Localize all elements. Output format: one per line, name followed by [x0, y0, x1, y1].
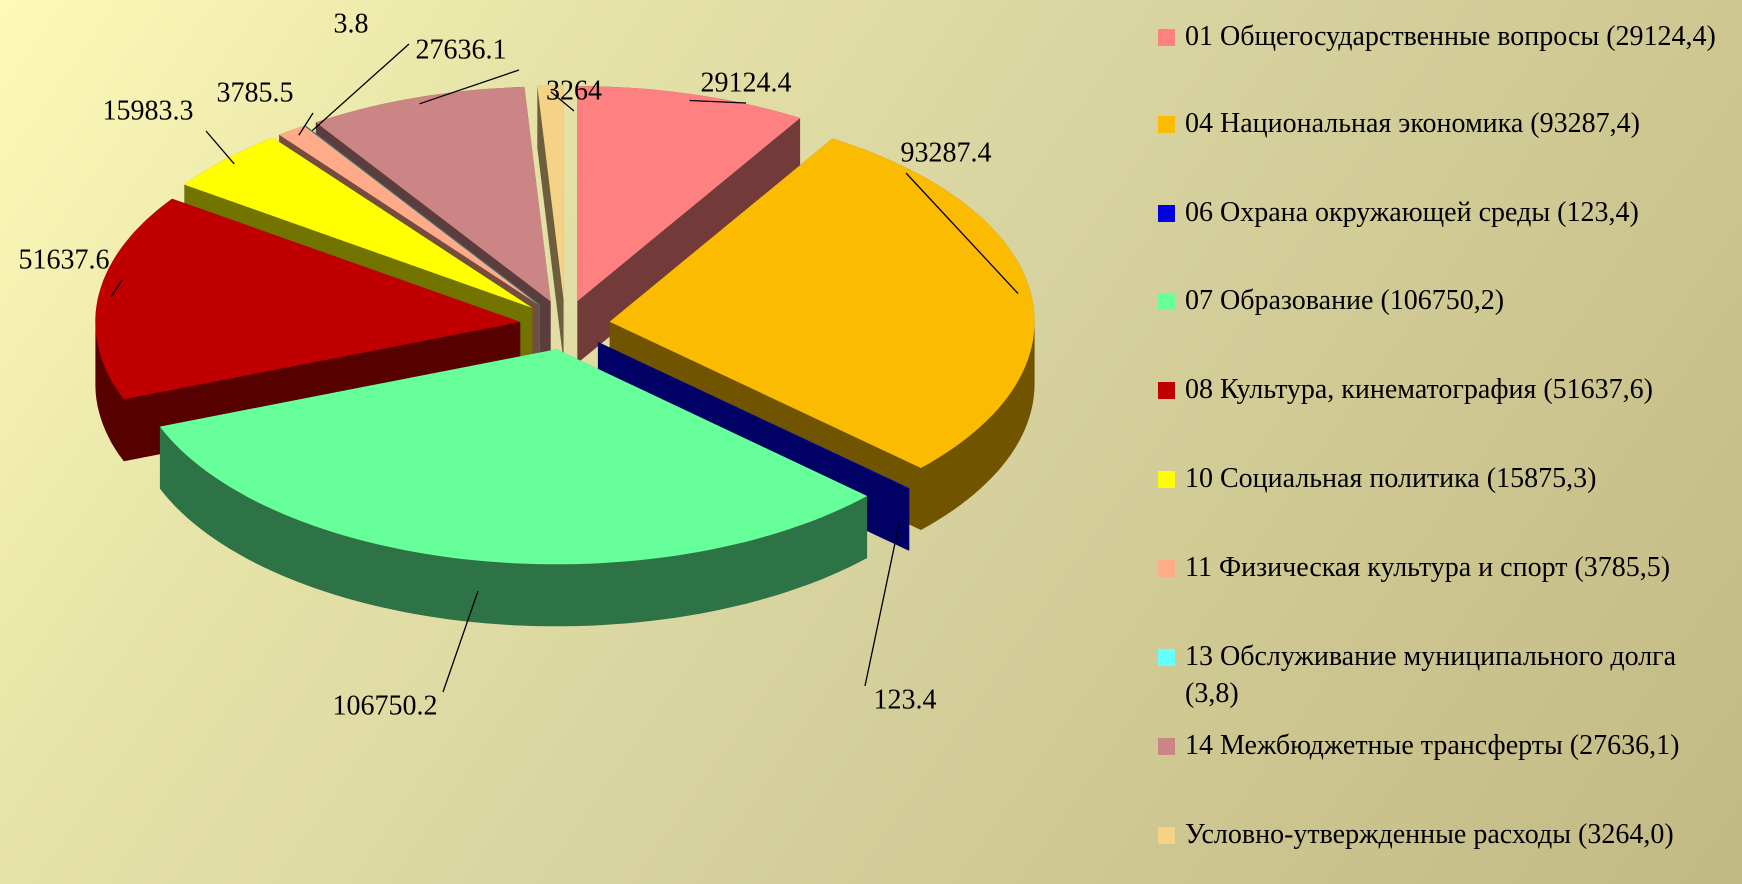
legend-item: 04 Национальная экономика (93287,4) [1158, 105, 1730, 142]
data-label: 3264 [546, 75, 602, 106]
leader-line [550, 91, 575, 112]
data-label: 106750.2 [333, 690, 438, 721]
data-label: 123.4 [874, 684, 937, 715]
data-label: 3785.5 [217, 77, 294, 108]
legend-swatch [1158, 827, 1175, 844]
leader-line [205, 130, 235, 165]
slice [577, 86, 801, 302]
legend-item: 06 Охрана окружающей среды (123,4) [1158, 194, 1730, 231]
leader-line [689, 99, 747, 104]
legend-swatch [1158, 116, 1175, 133]
legend-item: 08 Культура, кинематография (51637,6) [1158, 371, 1730, 408]
legend-item: 14 Межбюджетные трансферты (27636,1) [1158, 727, 1730, 764]
legend-label: 04 Национальная экономика (93287,4) [1185, 108, 1640, 139]
slice [184, 137, 533, 308]
legend-item: 07 Образование (106750,2) [1158, 282, 1730, 319]
slice [95, 198, 521, 400]
legend-item: Условно-утвержденные расходы (3264,0) [1158, 816, 1730, 853]
slice [305, 125, 541, 305]
data-label: 15983.3 [103, 95, 194, 126]
legend-item: 10 Социальная политика (15875,3) [1158, 460, 1730, 497]
legend-label: 06 Охрана окружающей среды (123,4) [1185, 197, 1639, 228]
legend-label: 11 Физическая культура и спорт (3785,5) [1185, 552, 1671, 583]
slice [597, 341, 910, 489]
legend-item: 13 Обслуживание муниципального долга (3,… [1158, 638, 1730, 712]
legend-swatch [1158, 382, 1175, 399]
leader-line [905, 172, 1019, 295]
leader-line [298, 112, 314, 136]
slice [609, 138, 1035, 468]
chart: 29124.4 93287.4 123.4 106750.2 51637.6 15983.… [19, 8, 1035, 721]
slice [159, 349, 868, 565]
legend-label: 14 Межбюджетные трансферты (27636,1) [1185, 730, 1680, 761]
legend-swatch [1158, 649, 1175, 666]
legend-swatch [1158, 471, 1175, 488]
legend-label: 07 Образование (106750,2) [1185, 285, 1505, 316]
legend-label: 01 Общегосударственные вопросы (29124,4) [1185, 21, 1716, 52]
leader-line [419, 69, 520, 105]
data-label: 27636.1 [416, 34, 507, 65]
slice [537, 85, 564, 301]
slice [279, 125, 539, 305]
data-label: 93287.4 [901, 137, 992, 168]
leader-line [442, 591, 479, 693]
legend-swatch [1158, 738, 1175, 755]
leader-line [110, 279, 123, 298]
slice [315, 86, 551, 302]
data-label: 3.8 [334, 8, 369, 39]
legend-swatch [1158, 29, 1175, 46]
legend-swatch [1158, 293, 1175, 310]
leader-line [311, 43, 410, 132]
legend-label: 10 Социальная политика (15875,3) [1185, 463, 1597, 494]
legend-label: Условно-утвержденные расходы (3264,0) [1185, 819, 1674, 850]
data-label: 51637.6 [19, 244, 110, 275]
data-label: 29124.4 [701, 67, 792, 98]
legend-label: 13 Обслуживание муниципального долга (3,… [1185, 641, 1677, 709]
legend-item: 01 Общегосударственные вопросы (29124,4) [1158, 18, 1730, 55]
legend-swatch [1158, 205, 1175, 222]
leader-line [864, 521, 901, 687]
legend-item: 11 Физическая культура и спорт (3785,5) [1158, 549, 1730, 586]
legend-swatch [1158, 560, 1175, 577]
legend-label: 08 Культура, кинематография (51637,6) [1185, 374, 1653, 405]
